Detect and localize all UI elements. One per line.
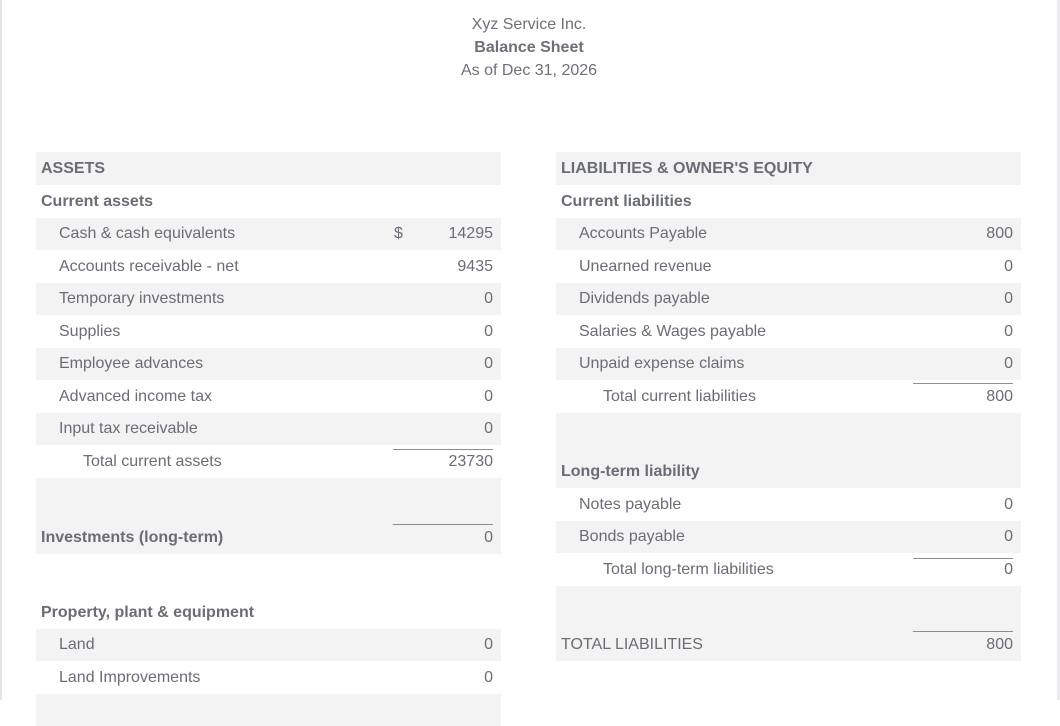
report-title: Balance Sheet [474,39,584,56]
liability-value: 0 [1004,258,1013,275]
asset-row-land: Land 0 [36,629,501,661]
liability-row-unearned-revenue: Unearned revenue 0 [556,250,1021,283]
investments-value: 0 [484,529,493,546]
total-rule [913,631,1013,632]
total-current-liabilities-value: 800 [986,388,1013,405]
liabilities-heading: LIABILITIES & OWNER'S EQUITY [561,160,813,177]
asset-value: 0 [484,388,493,405]
liabilities-column: LIABILITIES & OWNER'S EQUITY Current lia… [556,152,1021,661]
assets-heading-row: ASSETS [36,152,501,185]
asset-row-next [36,694,501,726]
liability-value: 0 [1004,528,1013,545]
current-liabilities-heading-row: Current liabilities [556,185,1021,218]
currency-symbol: $ [394,225,403,242]
assets-heading: ASSETS [41,160,106,177]
total-liabilities-row: TOTAL LIABILITIES 800 [556,586,1021,661]
liability-label: Unearned revenue [579,258,712,275]
asset-value: 14295 [448,225,494,242]
liability-row-dividends-payable: Dividends payable 0 [556,283,1021,315]
liability-value: 0 [1004,496,1013,513]
page-right-scrollbar-track [1057,0,1060,700]
report-date: As of Dec 31, 2026 [460,62,598,79]
liabilities-heading-row: LIABILITIES & OWNER'S EQUITY [556,152,1021,185]
liability-label: Salaries & Wages payable [579,323,767,340]
page-left-border [0,0,2,700]
report-header: Xyz Service Inc. Balance Sheet As of Dec… [0,13,1058,82]
asset-row-temporary-investments: Temporary investments 0 [36,283,501,315]
asset-row-advanced-income-tax: Advanced income tax 0 [36,380,501,413]
assets-column: ASSETS Current assets Cash & cash equiva… [36,152,501,726]
company-name: Xyz Service Inc. [471,16,587,33]
liability-row-notes-payable: Notes payable 0 [556,488,1021,521]
asset-label: Supplies [59,323,121,340]
investments-label: Investments (long-term) [41,529,224,546]
total-long-term-liabilities-label: Total long-term liabilities [603,561,774,578]
total-long-term-liabilities-row: Total long-term liabilities 0 [556,553,1021,586]
liability-value: 0 [1004,323,1013,340]
asset-label: Temporary investments [59,290,225,307]
asset-label: Cash & cash equivalents [59,225,236,242]
liability-value: 0 [1004,355,1013,372]
asset-label: Accounts receivable - net [59,258,239,275]
investments-row: Investments (long-term) 0 [36,478,501,554]
long-term-heading: Long-term liability [561,463,700,480]
liability-row-unpaid-expense-claims: Unpaid expense claims 0 [556,348,1021,380]
liability-label: Accounts Payable [579,225,708,242]
liability-value: 800 [986,225,1013,242]
current-liabilities-heading: Current liabilities [561,193,692,210]
asset-value: 0 [484,669,493,686]
subtotal-rule [913,383,1013,384]
asset-row-input-tax: Input tax receivable 0 [36,413,501,445]
asset-value: 0 [484,636,493,653]
liability-label: Unpaid expense claims [579,355,745,372]
liability-value: 0 [1004,290,1013,307]
asset-label: Land Improvements [59,669,201,686]
asset-row-employee-advances: Employee advances 0 [36,348,501,380]
asset-label: Input tax receivable [59,420,198,437]
subtotal-rule [913,558,1013,559]
asset-value: 0 [484,420,493,437]
liability-label: Dividends payable [579,290,710,307]
asset-label: Land [59,636,95,653]
subtotal-rule [393,524,493,525]
liability-row-bonds-payable: Bonds payable 0 [556,521,1021,553]
liability-row-salaries-payable: Salaries & Wages payable 0 [556,315,1021,348]
asset-value: 0 [484,290,493,307]
subtotal-rule [393,449,493,450]
asset-value: 0 [484,323,493,340]
asset-label: Advanced income tax [59,388,212,405]
liability-row-accounts-payable: Accounts Payable 800 [556,218,1021,250]
asset-row-land-improvements: Land Improvements 0 [36,661,501,694]
asset-row-receivable: Accounts receivable - net 9435 [36,250,501,283]
total-current-liabilities-label: Total current liabilities [603,388,756,405]
ppe-heading-row: Property, plant & equipment [36,554,501,629]
current-assets-heading-row: Current assets [36,185,501,218]
liability-label: Bonds payable [579,528,685,545]
long-term-heading-row: Long-term liability [556,413,1021,488]
total-long-term-liabilities-value: 0 [1004,561,1013,578]
total-current-assets-row: Total current assets 23730 [36,445,501,478]
ppe-heading: Property, plant & equipment [41,604,255,621]
asset-row-supplies: Supplies 0 [36,315,501,348]
current-assets-heading: Current assets [41,193,154,210]
total-liabilities-value: 800 [986,636,1013,653]
asset-value: 9435 [457,258,493,275]
total-current-liabilities-row: Total current liabilities 800 [556,380,1021,413]
liability-label: Notes payable [579,496,682,513]
total-current-assets-value: 23730 [448,453,494,470]
asset-value: 0 [484,355,493,372]
total-current-assets-label: Total current assets [83,453,222,470]
asset-label: Employee advances [59,355,204,372]
total-liabilities-label: TOTAL LIABILITIES [561,636,703,653]
asset-row-cash: Cash & cash equivalents $ 14295 [36,218,501,250]
